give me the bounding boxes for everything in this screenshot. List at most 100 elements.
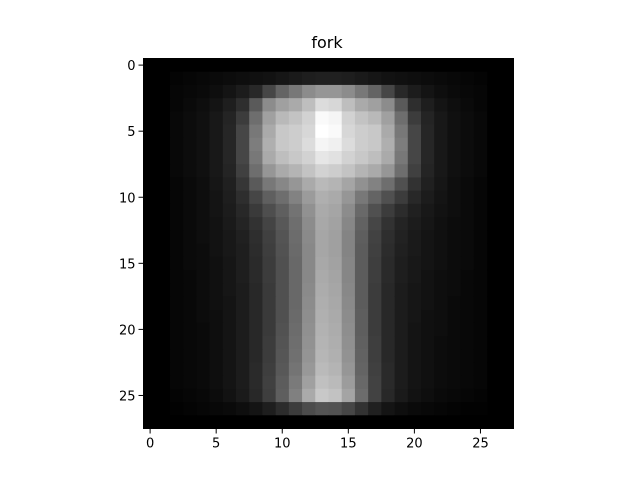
heatmap-cell-r2-c1 <box>156 84 171 99</box>
heatmap-cell-r8-c7 <box>236 164 250 178</box>
heatmap-cell-r12-c25 <box>473 217 488 231</box>
heatmap-cell-r23-c3 <box>183 362 197 377</box>
heatmap-cell-r10-c10 <box>275 190 290 205</box>
heatmap-cell-r21-c0 <box>143 336 158 350</box>
heatmap-cell-r11-c6 <box>222 203 237 218</box>
heatmap-cell-r18-c11 <box>288 296 303 310</box>
heatmap-cell-r26-c21 <box>421 402 435 416</box>
heatmap-cell-r7-c18 <box>381 151 395 165</box>
heatmap-cell-r23-c17 <box>368 362 382 377</box>
heatmap-cell-r6-c11 <box>288 137 303 152</box>
heatmap-cell-r13-c21 <box>421 230 435 244</box>
heatmap-cell-r3-c27 <box>500 98 514 112</box>
heatmap-cell-r13-c23 <box>447 230 462 244</box>
heatmap-cell-r25-c20 <box>407 388 422 403</box>
heatmap-cell-r23-c21 <box>421 362 435 377</box>
heatmap-cell-r26-c0 <box>143 402 158 416</box>
heatmap-cell-r27-c27 <box>500 415 514 429</box>
heatmap-cell-r4-c20 <box>407 111 422 125</box>
heatmap-cell-r14-c12 <box>302 243 316 258</box>
heatmap-cell-r21-c19 <box>394 336 409 350</box>
heatmap-cell-r11-c25 <box>473 203 488 218</box>
heatmap-cell-r6-c26 <box>487 137 501 152</box>
heatmap-cell-r0-c9 <box>262 58 277 73</box>
heatmap-cell-r13-c27 <box>500 230 514 244</box>
y-axis: 0 5 10 15 20 25 <box>119 59 144 404</box>
heatmap-cell-r7-c4 <box>196 151 210 165</box>
heatmap-cell-r9-c7 <box>236 177 250 192</box>
heatmap-cell-r21-c10 <box>275 336 290 350</box>
heatmap-cell-r21-c16 <box>354 336 369 350</box>
heatmap-cell-r21-c12 <box>302 336 316 350</box>
heatmap-cell-r20-c22 <box>434 322 448 337</box>
heatmap-cell-r23-c15 <box>341 362 356 377</box>
heatmap-cell-r25-c18 <box>381 388 395 403</box>
heatmap-cell-r14-c8 <box>249 243 263 258</box>
heatmap-cell-r13-c18 <box>381 230 395 244</box>
heatmap-cell-r26-c2 <box>169 402 184 416</box>
heatmap-cell-r24-c13 <box>315 375 329 390</box>
heatmap-cell-r9-c17 <box>368 177 382 192</box>
heatmap-cell-r1-c19 <box>394 71 409 86</box>
heatmap-cell-r16-c22 <box>434 269 448 284</box>
heatmap-cell-r25-c14 <box>328 388 343 403</box>
heatmap-cell-r7-c2 <box>169 151 184 165</box>
heatmap-cell-r21-c24 <box>460 336 475 350</box>
heatmap-cell-r20-c10 <box>275 322 290 337</box>
heatmap-cell-r21-c25 <box>473 336 488 350</box>
heatmap-cell-r6-c8 <box>249 137 263 152</box>
heatmap-cell-r3-c9 <box>262 98 277 112</box>
heatmap-cell-r12-c12 <box>302 217 316 231</box>
heatmap-cell-r11-c23 <box>447 203 462 218</box>
heatmap-cell-r18-c6 <box>222 296 237 310</box>
heatmap-cell-r5-c9 <box>262 124 277 139</box>
heatmap-cell-r5-c11 <box>288 124 303 139</box>
heatmap-cell-r23-c1 <box>156 362 171 377</box>
heatmap-cell-r17-c11 <box>288 283 303 297</box>
heatmap-cell-r20-c15 <box>341 322 356 337</box>
heatmap-cell-r22-c15 <box>341 349 356 363</box>
heatmap-cell-r12-c26 <box>487 217 501 231</box>
heatmap-cell-r8-c15 <box>341 164 356 178</box>
heatmap-cell-r27-c14 <box>328 415 343 429</box>
heatmap-cell-r15-c23 <box>447 256 462 271</box>
heatmap-cell-r27-c6 <box>222 415 237 429</box>
heatmap-cell-r1-c12 <box>302 71 316 86</box>
y-tick-label-10: 10 <box>119 191 136 206</box>
heatmap-cell-r5-c26 <box>487 124 501 139</box>
heatmap-cell-r5-c14 <box>328 124 343 139</box>
heatmap-cell-r0-c3 <box>183 58 197 73</box>
heatmap-cell-r13-c22 <box>434 230 448 244</box>
heatmap-cell-r20-c8 <box>249 322 263 337</box>
heatmap-cell-r12-c1 <box>156 217 171 231</box>
heatmap-cell-r9-c5 <box>209 177 224 192</box>
heatmap-cell-r6-c19 <box>394 137 409 152</box>
heatmap-cell-r11-c0 <box>143 203 158 218</box>
heatmap-cell-r8-c5 <box>209 164 224 178</box>
heatmap-cell-r27-c16 <box>354 415 369 429</box>
heatmap-cell-r21-c8 <box>249 336 263 350</box>
heatmap-cell-r23-c25 <box>473 362 488 377</box>
heatmap-cell-r26-c22 <box>434 402 448 416</box>
heatmap-cell-r16-c13 <box>315 269 329 284</box>
heatmap-cell-r20-c14 <box>328 322 343 337</box>
heatmap-cell-r13-c4 <box>196 230 210 244</box>
heatmap-cell-r12-c18 <box>381 217 395 231</box>
heatmap-cell-r16-c23 <box>447 269 462 284</box>
heatmap-cell-r27-c13 <box>315 415 329 429</box>
heatmap-cell-r23-c7 <box>236 362 250 377</box>
heatmap-cell-r12-c17 <box>368 217 382 231</box>
heatmap-cell-r19-c9 <box>262 309 277 324</box>
heatmap-cell-r16-c5 <box>209 269 224 284</box>
heatmap-cell-r15-c20 <box>407 256 422 271</box>
heatmap-cell-r19-c1 <box>156 309 171 324</box>
heatmap-cell-r17-c26 <box>487 283 501 297</box>
heatmap-cell-r1-c18 <box>381 71 395 86</box>
heatmap-cell-r5-c20 <box>407 124 422 139</box>
heatmap-cell-r11-c10 <box>275 203 290 218</box>
heatmap-cell-r5-c8 <box>249 124 263 139</box>
heatmap-cell-r0-c19 <box>394 58 409 73</box>
heatmap-cell-r20-c7 <box>236 322 250 337</box>
heatmap-cell-r18-c1 <box>156 296 171 310</box>
heatmap-cell-r18-c8 <box>249 296 263 310</box>
